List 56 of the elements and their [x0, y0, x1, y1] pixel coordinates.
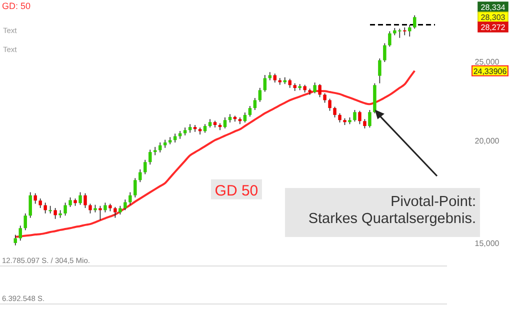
candlestick: [78, 192, 82, 206]
y-tick-label: 25,000: [474, 57, 500, 66]
candlestick: [38, 198, 42, 208]
candlestick: [243, 112, 247, 123]
text: 28,334: [480, 3, 506, 12]
candlestick: [318, 84, 322, 98]
candlestick: [28, 192, 32, 218]
candlestick: [98, 205, 102, 220]
candlestick: [18, 225, 22, 242]
candlestick: [333, 106, 336, 118]
candlestick: [44, 202, 47, 214]
candlestick: [403, 26, 406, 36]
y-tick-label: 20,000: [474, 136, 500, 146]
candlestick: [248, 106, 252, 117]
candlestick: [258, 87, 262, 102]
candlestick: [88, 203, 92, 214]
candlestick: [223, 117, 227, 129]
text: GD 50: [214, 182, 258, 200]
candlestick: [338, 112, 342, 123]
annotation: GD: 50: [2, 1, 31, 11]
candlestick: [378, 58, 382, 84]
text: 24,33906: [473, 66, 508, 76]
candlestick: [153, 146, 157, 156]
candlestick: [144, 159, 147, 175]
candlestick: [288, 78, 292, 88]
candlestick: [408, 24, 412, 37]
text: 28,272: [480, 23, 506, 32]
candlestick: [128, 192, 132, 206]
annotation: Pivotal-Point: Starkes Quartalsergebnis.: [308, 194, 476, 227]
candlestick: [328, 98, 332, 112]
y-tick-label: 15,000: [474, 238, 500, 248]
candlestick: [84, 192, 87, 208]
candlestick: [383, 42, 386, 62]
candlestick: [413, 14, 416, 30]
candlestick: [134, 178, 137, 198]
candlestick: [138, 168, 142, 183]
candlestick: [363, 118, 366, 129]
candlestick: [34, 192, 37, 204]
candlestick: [358, 110, 362, 125]
candlestick: [368, 110, 372, 128]
candlestick: [64, 202, 67, 216]
candlestick: [68, 197, 72, 208]
candlestick: [388, 30, 392, 48]
text: 28,303: [480, 13, 506, 22]
candlestick: [114, 206, 117, 218]
candlestick: [253, 98, 257, 110]
candlestick: [263, 74, 267, 92]
candlestick: [14, 234, 17, 246]
candlestick: [313, 82, 316, 94]
candlestick: [124, 199, 127, 211]
candlestick: [353, 110, 356, 122]
candlestick: [24, 213, 27, 231]
candlestick: [104, 202, 107, 213]
candlestick: [323, 92, 326, 104]
candlestick: [54, 208, 57, 220]
candlestick: [148, 149, 152, 165]
